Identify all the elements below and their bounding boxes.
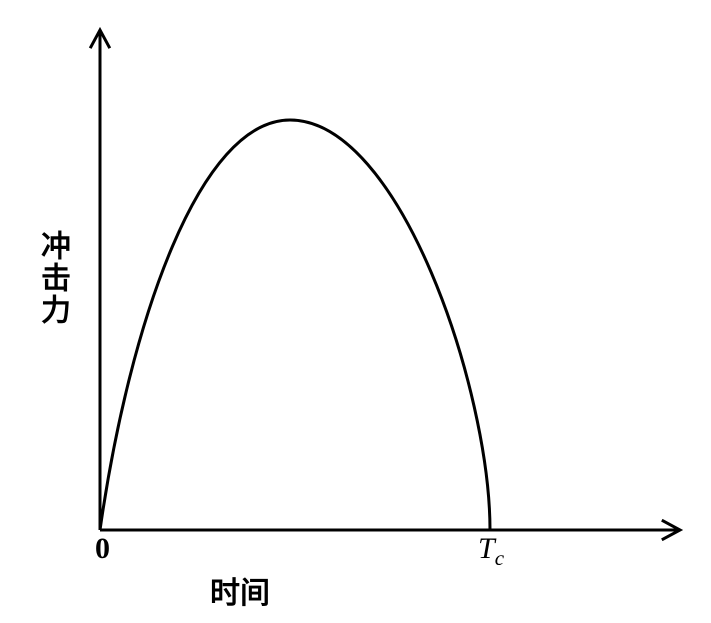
x-axis-label: 时间 bbox=[210, 568, 270, 612]
tc-tick-label: Tc bbox=[478, 532, 504, 571]
y-axis-label: 冲击力 bbox=[30, 230, 74, 326]
chart-container: 冲击力 时间 0 Tc bbox=[0, 0, 711, 623]
tc-main: T bbox=[478, 532, 495, 565]
impact-curve bbox=[100, 120, 490, 530]
origin-label: 0 bbox=[95, 532, 110, 566]
tc-sub: c bbox=[495, 546, 504, 570]
chart-svg bbox=[0, 0, 711, 623]
